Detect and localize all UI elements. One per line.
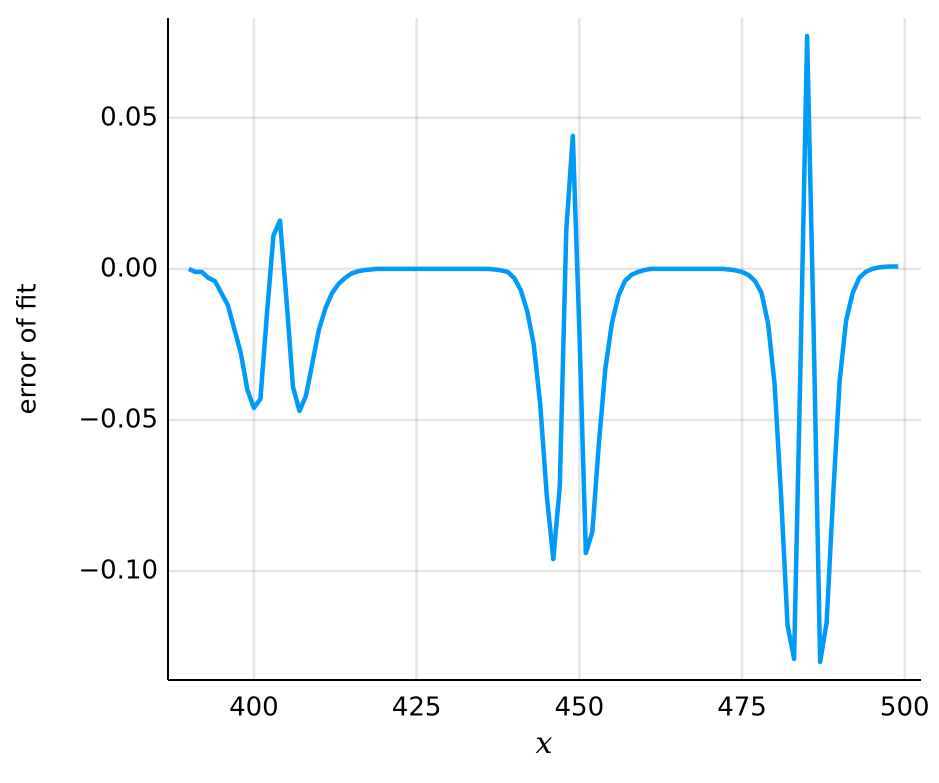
- x-axis-label: x: [536, 726, 553, 761]
- line-series: [187, 33, 899, 665]
- x-tick-label: 450: [554, 693, 604, 723]
- x-tick-label: 425: [392, 693, 442, 723]
- y-tick-label: −0.05: [78, 405, 158, 435]
- x-tick-label: 400: [229, 693, 279, 723]
- y-axis-label: error of fit: [13, 283, 43, 414]
- y-tick-label: 0.05: [100, 102, 158, 132]
- y-tick-label: −0.10: [78, 556, 158, 586]
- x-tick-label: 500: [880, 693, 930, 723]
- y-tick-label: 0.00: [100, 253, 158, 283]
- x-tick-label: 475: [717, 693, 767, 723]
